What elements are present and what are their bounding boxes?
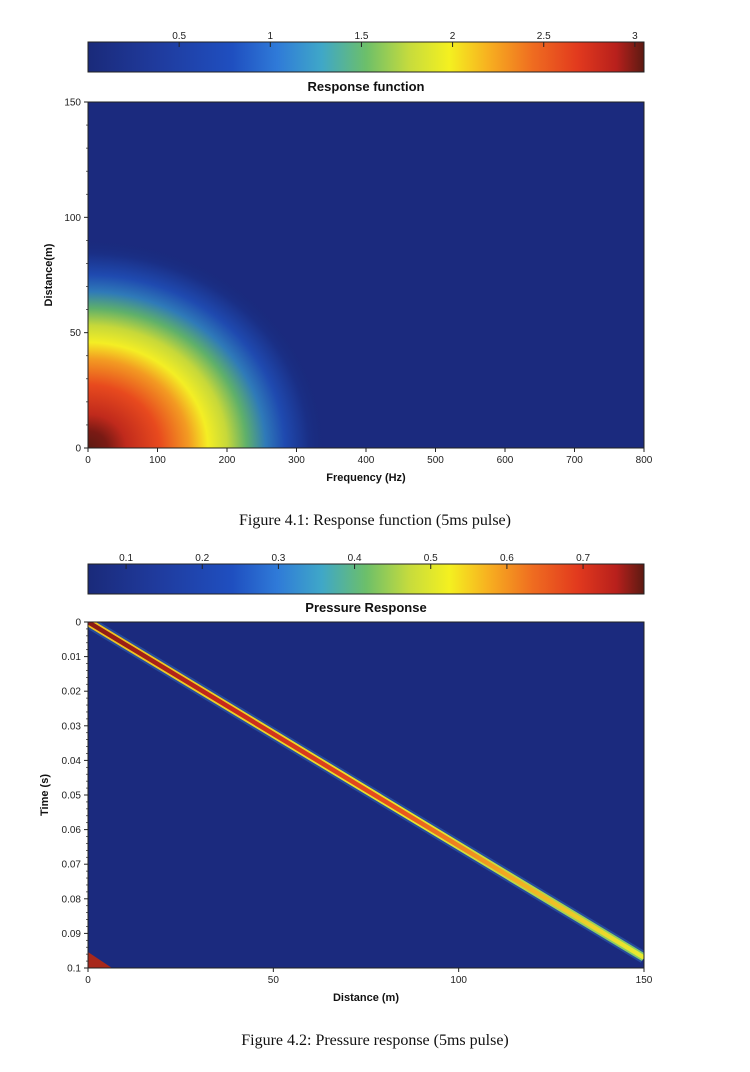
plot-area-1	[88, 102, 644, 448]
y-axis-2-title: Time (s)	[39, 774, 51, 816]
x-tick-label: 50	[268, 975, 280, 986]
x-tick-label: 150	[636, 975, 653, 986]
figure-2-caption: Figure 4.2: Pressure response (5ms pulse…	[241, 1032, 509, 1049]
x-tick-label: 200	[219, 455, 236, 466]
y-tick-label: 0.05	[62, 791, 82, 802]
y-tick-label: 0.09	[62, 929, 82, 940]
y-tick-label: 0.03	[62, 721, 82, 732]
x-tick-label: 100	[149, 455, 166, 466]
colorbar-tick-label: 1	[268, 31, 274, 42]
y-tick-label: 0.06	[62, 825, 82, 836]
chart-2-title: Pressure Response	[305, 600, 426, 615]
y-tick-label: 100	[64, 213, 81, 224]
x-tick-label: 300	[288, 455, 305, 466]
x-tick-label: 0	[85, 455, 91, 466]
y-tick-label: 0	[75, 444, 81, 455]
colorbar-tick-label: 2.5	[537, 31, 551, 42]
y-tick-label: 0	[75, 618, 81, 629]
y-tick-label: 0.1	[67, 964, 81, 975]
pressure-ridge	[88, 622, 644, 963]
colorbar-tick-label: 0.7	[576, 553, 590, 564]
ridge-core	[88, 622, 644, 960]
y-tick-label: 50	[70, 328, 82, 339]
colorbar-tick-label: 0.2	[195, 553, 209, 564]
figure-1: 0.5 1 1.5 2 2.5 3 Response function 0 100 200 30…	[43, 31, 653, 484]
colorbar-1-ticks: 0.5 1 1.5 2 2.5 3	[172, 31, 638, 47]
colorbar-tick-label: 0.3	[271, 553, 285, 564]
y-axis-1: 0 50 100 150	[64, 98, 88, 455]
y-axis-2: 0 0.01 0.02 0.03 0.04 0.05 0.06 0.07 0.08 0.09 0.1	[62, 618, 88, 975]
y-tick-label: 150	[64, 98, 81, 109]
colorbar-tick-label: 2	[450, 31, 456, 42]
x-tick-label: 0	[85, 975, 91, 986]
y-tick-label: 0.01	[62, 652, 82, 663]
chart-1-title: Response function	[307, 79, 424, 94]
x-tick-label: 500	[427, 455, 444, 466]
colorbar-tick-label: 1.5	[354, 31, 368, 42]
plot-area-2	[88, 622, 644, 968]
colorbar-2-ticks: 0.1 0.2 0.3 0.4 0.5 0.6 0.7	[119, 553, 590, 569]
colorbar-tick-label: 0.5	[172, 31, 186, 42]
x-tick-label: 600	[497, 455, 514, 466]
colorbar-tick-label: 0.6	[500, 553, 514, 564]
figure-2: 0.1 0.2 0.3 0.4 0.5 0.6 0.7 Pressure Response …	[39, 553, 653, 1004]
colorbar-tick-label: 0.5	[424, 553, 438, 564]
heat-region-1	[88, 102, 644, 448]
x-tick-label: 800	[636, 455, 653, 466]
y-tick-label: 0.04	[62, 756, 82, 767]
x-tick-label: 700	[566, 455, 583, 466]
x-axis-2: 0 50 100 150	[85, 968, 653, 986]
colorbar-tick-label: 3	[632, 31, 638, 42]
colorbar-1	[87, 41, 645, 73]
y-tick-label: 0.02	[62, 687, 82, 698]
x-axis-2-title: Distance (m)	[333, 992, 399, 1004]
corner-artifact	[88, 952, 112, 968]
figure-1-caption: Figure 4.1: Response function (5ms pulse…	[239, 512, 511, 529]
x-axis-1-title: Frequency (Hz)	[326, 472, 406, 484]
colorbar-tick-label: 0.4	[348, 553, 362, 564]
x-tick-label: 100	[450, 975, 467, 986]
colorbar-2	[87, 563, 645, 595]
y-tick-label: 0.08	[62, 894, 82, 905]
colorbar-tick-label: 0.1	[119, 553, 133, 564]
x-tick-label: 400	[358, 455, 375, 466]
y-tick-label: 0.07	[62, 860, 82, 871]
y-axis-1-title: Distance(m)	[43, 243, 55, 306]
x-axis-1: 0 100 200 300 400 500 600 700 800	[85, 448, 653, 466]
